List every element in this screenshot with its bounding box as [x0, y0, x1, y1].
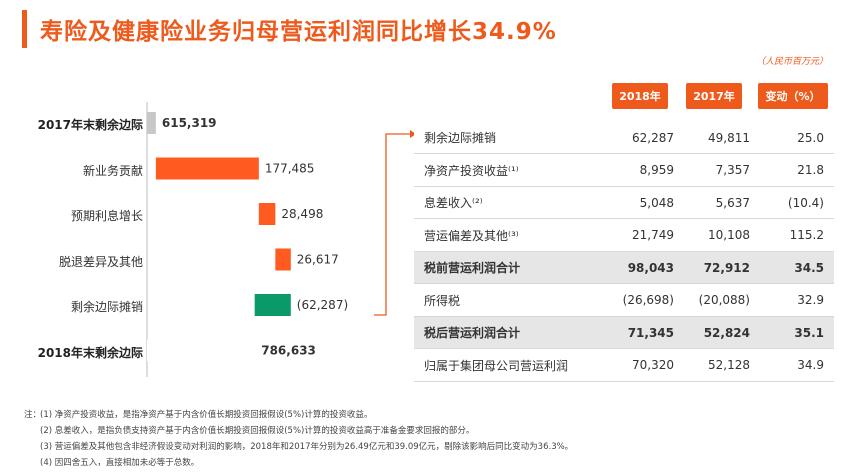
table-header-2017: 2017年: [686, 83, 742, 109]
table-row: 归属于集团母公司营运利润 70,320 52,128 34.9: [414, 350, 834, 382]
cell-2018: (26,698): [622, 293, 674, 307]
cell-2018: 5,048: [639, 195, 674, 210]
row-label: 营运偏差及其他⁽³⁾: [424, 228, 519, 243]
table-row: 营运偏差及其他⁽³⁾ 21,749 10,108 115.2: [414, 220, 834, 252]
unit-note: （人民币百万元）: [755, 57, 828, 67]
cell-change: (10.4): [787, 195, 824, 210]
data-label: 28,498: [281, 207, 323, 221]
row-label: 税后营运利润合计: [424, 326, 521, 340]
category-label: 2017年末剩余边际: [37, 118, 143, 132]
cell-2018: 21,749: [632, 228, 674, 242]
row-label: 所得税: [424, 293, 461, 308]
footnote-4: (4) 因四舍五入，直接相加未必等于总数。: [40, 458, 200, 468]
title-accent-bar: [22, 10, 27, 48]
category-label: 预期利息增长: [70, 209, 143, 223]
cell-2018: 98,043: [627, 260, 674, 275]
cell-2017: 52,128: [708, 358, 750, 372]
cell-2018: 62,287: [632, 130, 674, 145]
footnote-prefix: 注：: [24, 410, 42, 420]
table-header-2018: 2018年: [612, 83, 668, 109]
table-row: 剩余边际摊销 62,287 49,811 25.0: [414, 122, 834, 154]
data-label: 26,617: [297, 253, 339, 267]
category-label: 新业务贡献: [82, 163, 143, 178]
row-label: 息差收入⁽²⁾: [424, 196, 483, 210]
cell-2017: 52,824: [703, 325, 750, 340]
data-label: 177,485: [265, 162, 315, 176]
waterfall-bar: [258, 203, 276, 225]
cell-change: 34.9: [797, 358, 824, 372]
data-label: 615,319: [162, 116, 217, 130]
table-row: 税后营运利润合计 71,345 52,824 35.1: [414, 317, 834, 349]
waterfall-bar: [254, 294, 291, 316]
cell-change: 35.1: [794, 325, 824, 340]
footnote-3: (3) 营运偏差及其他包含非经济假设变动对利润的影响，2018年和2017年分别…: [40, 442, 574, 452]
category-label: 2018年末剩余边际: [37, 345, 143, 360]
category-label: 剩余边际摊销: [70, 300, 143, 314]
waterfall-bar: [155, 157, 259, 180]
cell-2017: 72,912: [703, 260, 750, 275]
cell-change: 25.0: [797, 130, 824, 145]
cell-change: 115.2: [789, 228, 824, 242]
waterfall-bar: [275, 248, 291, 271]
cell-change: 32.9: [797, 293, 824, 307]
cell-2017: 10,108: [708, 228, 750, 242]
row-label: 剩余边际摊销: [424, 131, 497, 145]
data-label: (62,287): [297, 298, 348, 312]
table-row: 所得税 (26,698) (20,088) 32.9: [414, 285, 834, 317]
cell-2017: 49,811: [708, 130, 750, 145]
row-label: 归属于集团母公司营运利润: [424, 358, 569, 373]
table-row: 税前营运利润合计 98,043 72,912 34.5: [414, 252, 834, 284]
table-header-change: 变动（%）: [758, 83, 828, 109]
page-title: 寿险及健康险业务归母营运利润同比增长34.9%: [40, 19, 557, 45]
cell-2017: 5,637: [715, 195, 750, 210]
cell-2017: (20,088): [698, 293, 750, 307]
table-row: 净资产投资收益⁽¹⁾ 8,959 7,357 21.8: [414, 155, 834, 187]
category-label: 脱退差异及其他: [58, 254, 143, 269]
cell-change: 21.8: [797, 163, 824, 177]
bracket-connector: [374, 130, 414, 316]
waterfall-bar: [147, 339, 256, 362]
footnote-2: (2) 息差收入，是指负债支持资产基于内含价值长期投资回报假设(5%)计算的投资…: [40, 426, 475, 436]
cell-2018: 71,345: [627, 325, 674, 340]
waterfall-bar: [147, 112, 156, 134]
cell-2018: 70,320: [632, 358, 674, 372]
data-label: 786,633: [261, 344, 316, 358]
footnote-1: (1) 净资产投资收益，是指净资产基于内含价值长期投资回报假设(5%)计算的投资…: [40, 410, 373, 420]
waterfall-chart: 615,319 177,485 28,498 26,617 (62,287) 786,63…: [146, 102, 348, 377]
axis-break-mark: [160, 109, 172, 137]
table-row: 息差收入⁽²⁾ 5,048 5,637 (10.4): [414, 187, 834, 219]
cell-change: 34.5: [794, 260, 824, 275]
row-label: 净资产投资收益⁽¹⁾: [424, 163, 519, 178]
row-label: 税前营运利润合计: [424, 261, 521, 275]
cell-2018: 8,959: [639, 163, 674, 177]
cell-2017: 7,357: [715, 163, 750, 177]
